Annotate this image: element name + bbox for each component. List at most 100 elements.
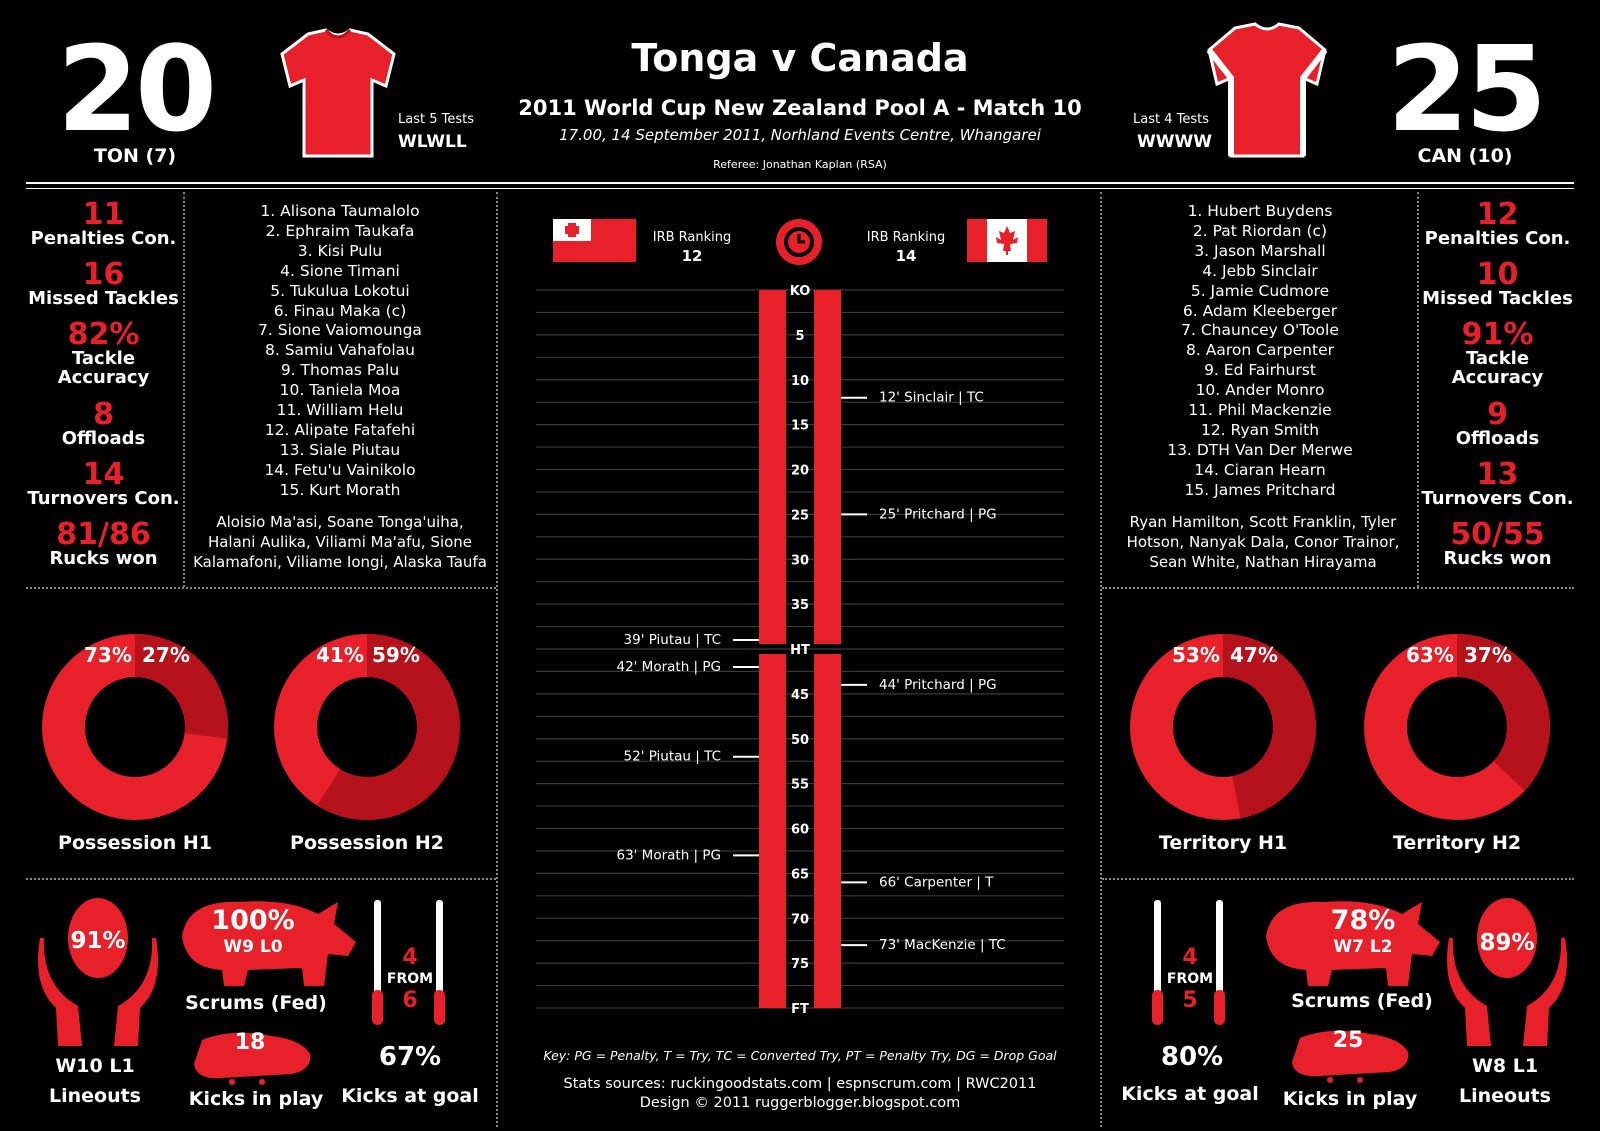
- player-item: 15. Kurt Morath: [279, 480, 401, 499]
- donut-pct-a: 53%: [1172, 643, 1220, 667]
- player-item: 2. Ephraim Taukafa: [265, 221, 415, 240]
- timeline-tick-label: 25: [791, 508, 809, 523]
- donut-segment-b: [1457, 634, 1550, 791]
- clock-icon: [776, 219, 822, 265]
- divider: [1100, 192, 1102, 1127]
- away-bar-first-half: [814, 290, 841, 644]
- divider: [496, 192, 498, 1127]
- match-timeline: KO 5 10 15 20 25 30 35 HT 45 50 55 60 65 70 75 FT 39' Piu…: [536, 284, 1064, 1017]
- player-item: 10. Ander Monro: [1195, 381, 1325, 400]
- home-event-label: 63' Morath | PG: [617, 847, 722, 863]
- player-item: 9. Ed Fairhurst: [1204, 361, 1316, 380]
- referee: Referee: Jonathan Kaplan (RSA): [713, 158, 887, 171]
- home-bar-second-half: [759, 654, 786, 1008]
- kicks-play-label: Kicks in play: [1282, 1088, 1418, 1110]
- player-item: 11. William Helu: [276, 401, 404, 420]
- divider: [1417, 192, 1419, 587]
- player-item: 14. Ciaran Hearn: [1194, 460, 1326, 479]
- stat-item: 12 Penalties Con.: [1424, 197, 1571, 249]
- timeline-tick-label: 20: [791, 464, 809, 479]
- player-item: 8. Samiu Vahafolau: [265, 341, 415, 360]
- player-item: 10. Taniela Moa: [279, 381, 401, 400]
- donut-segment-b: [135, 634, 228, 739]
- player-item: 1. Alisona Taumalolo: [260, 202, 420, 220]
- match-details: 17.00, 14 September 2011, Norhland Event…: [559, 126, 1041, 144]
- goal-att: 6: [402, 988, 418, 1013]
- tonga-jersey-icon: [280, 28, 396, 158]
- header-divider-thin: [26, 188, 1574, 189]
- donut-pct-b: 27%: [142, 643, 190, 667]
- timeline-tick-label: 70: [791, 912, 809, 927]
- donut-label: Territory H2: [1392, 832, 1522, 854]
- goalposts-icon: [372, 900, 445, 1025]
- donut-pct-a: 73%: [84, 643, 132, 667]
- timeline-tick-label: FT: [791, 1002, 809, 1017]
- player-item: 3. Jason Marshall: [1194, 241, 1326, 260]
- match-subtitle: 2011 World Cup New Zealand Pool A - Matc…: [518, 96, 1082, 120]
- timeline-tick-label: 75: [791, 957, 809, 972]
- timeline-tick-label: 5: [795, 329, 804, 344]
- home-event-label: 42' Morath | PG: [617, 659, 722, 675]
- donut-away-h1: [1130, 634, 1316, 820]
- player-item: 7. Chauncey O'Toole: [1181, 321, 1339, 340]
- kicks-play-value: 25: [1332, 1028, 1364, 1053]
- divider: [1102, 878, 1574, 880]
- donut-label: Possession H2: [290, 832, 444, 854]
- donut-label: Possession H1: [58, 832, 212, 854]
- away-bar-second-half: [814, 654, 841, 1008]
- scrum-record: W9 L0: [223, 937, 283, 957]
- timeline-tick-label: 30: [791, 553, 809, 568]
- donut-segment-b: [317, 634, 460, 820]
- player-item: 4. Jebb Sinclair: [1202, 261, 1318, 280]
- away-event-label: 12' Sinclair | TC: [879, 390, 984, 406]
- lineout-hands-icon: [38, 898, 158, 1046]
- away-form: WWWW: [1137, 132, 1213, 152]
- header-divider: [26, 182, 1574, 184]
- donut-pct-b: 47%: [1230, 643, 1278, 667]
- goal-label: Kicks at goal: [1121, 1083, 1259, 1105]
- lineout-record: W10 L1: [55, 1055, 135, 1077]
- home-player-list: 1. Alisona Taumalolo 2. Ephraim Taukafa 3.…: [190, 202, 490, 501]
- home-bar-first-half: [759, 290, 786, 644]
- canada-flag-icon: [967, 219, 1047, 262]
- page-title: Tonga v Canada: [631, 36, 969, 80]
- goal-pct: 67%: [378, 1042, 442, 1072]
- stat-item: 9 Offloads: [1455, 397, 1540, 449]
- home-stats: 11 Penalties Con. 16 Missed Tackles 82% Tac…: [26, 200, 181, 580]
- player-item: 12. Ryan Smith: [1200, 420, 1320, 439]
- timeline-tick-label: KO: [790, 284, 811, 299]
- away-player-list: 1. Hubert Buydens 2. Pat Riordan (c) 3. Ja…: [1106, 202, 1414, 501]
- timeline-tick-label: 60: [791, 823, 809, 838]
- away-stats: 12 Penalties Con. 10 Missed Tackles 91% Tac…: [1420, 200, 1575, 580]
- lineout-label: Lineouts: [48, 1085, 141, 1107]
- lineout-record: W8 L1: [1471, 1055, 1539, 1077]
- donut-label: Territory H1: [1158, 832, 1288, 854]
- player-item: 12. Alipate Fatafehi: [264, 420, 416, 439]
- timeline-tick-label: 65: [791, 867, 809, 882]
- lineout-pct: 91%: [70, 928, 126, 954]
- stat-item: 13 Turnovers Con.: [1421, 457, 1574, 509]
- away-form-title: Last 4 Tests: [1133, 112, 1209, 127]
- stat-item: 11 Penalties Con.: [30, 197, 177, 249]
- scrum-record: W7 L2: [1333, 937, 1393, 957]
- rhino-icon: [182, 901, 356, 986]
- goal-made: 4: [402, 945, 418, 970]
- goal-from: FROM: [386, 971, 434, 987]
- stat-item: 82% Tackle Accuracy: [57, 317, 150, 388]
- key-legend: Key: PG = Penalty, T = Try, TC = Convert…: [543, 1048, 1057, 1063]
- player-item: 14. Fetu'u Vainikolo: [264, 460, 416, 479]
- goal-label: Kicks at goal: [341, 1085, 479, 1107]
- divider: [1102, 587, 1574, 589]
- stat-item: 14 Turnovers Con.: [27, 457, 180, 509]
- away-event-label: 44' Pritchard | PG: [879, 677, 997, 693]
- home-score: 20: [56, 20, 217, 158]
- donut-pct-a: 63%: [1406, 643, 1454, 667]
- lineout-label: Lineouts: [1458, 1085, 1551, 1107]
- kicks-play-value: 18: [234, 1030, 266, 1055]
- divider: [26, 878, 496, 880]
- away-ranking: 14: [895, 247, 917, 265]
- canada-jersey-icon: [1206, 22, 1328, 158]
- away-event-label: 73' MacKenzie | TC: [879, 937, 1006, 953]
- timeline-tick-label: HT: [790, 643, 810, 658]
- goal-from: FROM: [1166, 971, 1214, 987]
